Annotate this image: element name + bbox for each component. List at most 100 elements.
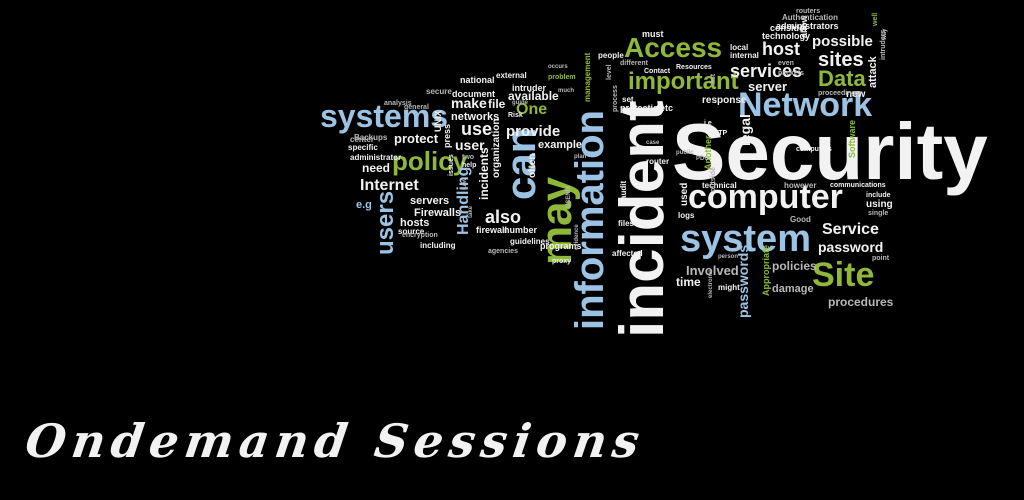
- cloud-word-help: help: [462, 162, 477, 169]
- cloud-word-authentication: Authentication: [782, 13, 838, 22]
- cloud-word-need: need: [362, 161, 391, 175]
- cloud-word-damage: damage: [772, 283, 814, 295]
- cloud-word-new: new: [846, 89, 866, 100]
- cloud-word-level: level: [606, 64, 613, 80]
- cloud-word-possible: possible: [812, 33, 873, 50]
- cloud-word-firewall: firewall: [476, 225, 508, 235]
- cloud-word-pdc: PDC: [696, 156, 709, 162]
- cloud-word-technical: technical: [702, 181, 737, 190]
- cloud-word-might: might: [718, 283, 740, 292]
- cloud-word-people: people: [598, 51, 624, 60]
- cloud-word-another: Another: [703, 135, 713, 171]
- caption-title: Ondemand Sessions: [22, 414, 649, 468]
- cloud-word-general: general: [404, 104, 429, 111]
- cloud-word-hosts: hosts: [400, 217, 430, 229]
- cloud-word-way: way: [882, 28, 888, 40]
- cloud-word-i-e: i.e: [704, 120, 712, 127]
- cloud-word-usenix: USENIX: [566, 185, 572, 208]
- cloud-word-also: also: [485, 207, 522, 227]
- cloud-word-incidents: incidents: [477, 147, 491, 200]
- cloud-word-data: Data: [818, 66, 866, 91]
- cloud-word-server: server: [748, 79, 788, 94]
- cloud-word-good: Good: [790, 215, 811, 224]
- cloud-word-much: much: [558, 88, 575, 94]
- cloud-word-well: well: [872, 12, 879, 26]
- cloud-word-local: local: [730, 43, 749, 52]
- cloud-word-procedures: procedures: [828, 295, 894, 309]
- cloud-word-router: router: [646, 157, 670, 166]
- cloud-word-available: available: [508, 89, 559, 103]
- cloud-word-logs: logs: [678, 211, 695, 220]
- cloud-word-national: national: [460, 75, 495, 85]
- cloud-word-resources: Resources: [676, 64, 712, 71]
- cloud-word-backups: Backups: [354, 133, 388, 142]
- cloud-word-unix: UNIX: [433, 110, 443, 132]
- cloud-word-packets: packets: [778, 70, 805, 77]
- cloud-word-outside: outside: [710, 167, 717, 192]
- cloud-word-policy: policy: [392, 146, 468, 176]
- cloud-word-secure: secure: [426, 87, 452, 96]
- cloud-word-network: Network: [738, 86, 873, 124]
- cloud-word-etc: etc: [660, 103, 674, 113]
- cloud-word-using: using: [866, 199, 893, 210]
- cloud-word-files: files: [618, 219, 635, 228]
- cloud-word-management: management: [583, 52, 592, 102]
- cloud-word-list: list: [710, 73, 717, 84]
- cloud-word-guidelines: guidelines: [510, 237, 550, 246]
- cloud-word-internet: Internet: [360, 177, 419, 194]
- cloud-word-make: make: [451, 95, 487, 111]
- cloud-word-contact: Contact: [644, 68, 671, 75]
- cloud-word-often: often: [527, 153, 538, 178]
- cloud-word-involved: Involved: [686, 263, 739, 278]
- cloud-word-computers: computers: [796, 146, 832, 153]
- cloud-word-source: source: [398, 227, 425, 236]
- cloud-word-passwords: passwords: [735, 244, 751, 318]
- cloud-word-audit: audit: [619, 180, 628, 200]
- cloud-word-service: Service: [822, 221, 879, 238]
- cloud-word-protection: protection: [620, 103, 664, 113]
- cloud-word-public: public: [676, 150, 694, 156]
- cloud-word-administrator: administrator: [350, 153, 402, 162]
- cloud-word-protect: protect: [394, 131, 439, 146]
- cloud-word-response: response: [702, 95, 747, 106]
- cloud-word-password: password: [818, 239, 884, 255]
- cloud-word-administrators: administrators: [776, 21, 839, 31]
- cloud-word-issues: issues: [448, 154, 455, 176]
- cloud-word-specific: specific: [348, 143, 378, 152]
- cloud-word-proceedings: proceedings: [818, 90, 860, 97]
- cloud-word-system: system: [680, 218, 811, 260]
- cloud-word-computer: computer: [688, 178, 843, 216]
- cloud-word-e-g: e.g: [356, 199, 372, 211]
- cloud-word-policies: policies: [772, 259, 817, 273]
- cloud-word-security: Security: [672, 107, 988, 196]
- cloud-word-networks: networks: [451, 111, 500, 123]
- cloud-word-attack: attack: [867, 56, 879, 88]
- cloud-word-single: single: [868, 210, 889, 217]
- cloud-word-point: point: [872, 255, 890, 262]
- cloud-word-problem: problem: [548, 74, 576, 81]
- cloud-word-user: user: [455, 137, 485, 153]
- cloud-word-plan: plan: [574, 154, 587, 160]
- cloud-word-press: press: [442, 123, 452, 148]
- cloud-word-handling: Handling: [455, 166, 472, 235]
- cloud-word-software: Software: [847, 119, 857, 158]
- cloud-word-process: process: [612, 85, 619, 112]
- cloud-word-sites: sites: [818, 49, 864, 71]
- cloud-word-technology: technology: [762, 31, 811, 41]
- cloud-word-person: person: [718, 254, 739, 260]
- cloud-word-set: set: [622, 95, 634, 104]
- cloud-word-organization: organization: [491, 118, 502, 178]
- cloud-word-example: example: [538, 139, 583, 151]
- cloud-word-communications: communications: [830, 182, 886, 189]
- cloud-word-host: host: [762, 39, 800, 59]
- cloud-word-number: number: [504, 225, 538, 235]
- cloud-word-users: users: [372, 190, 399, 255]
- cloud-word-consider: consider: [770, 23, 808, 33]
- cloud-word-guide: guide: [512, 100, 528, 106]
- cloud-word-external: external: [496, 71, 527, 80]
- cloud-word-use: use: [461, 119, 493, 139]
- cloud-word-two: two: [462, 154, 475, 161]
- cloud-word-evidence: evidence: [574, 224, 580, 250]
- cloud-word-systems: systems: [320, 98, 449, 134]
